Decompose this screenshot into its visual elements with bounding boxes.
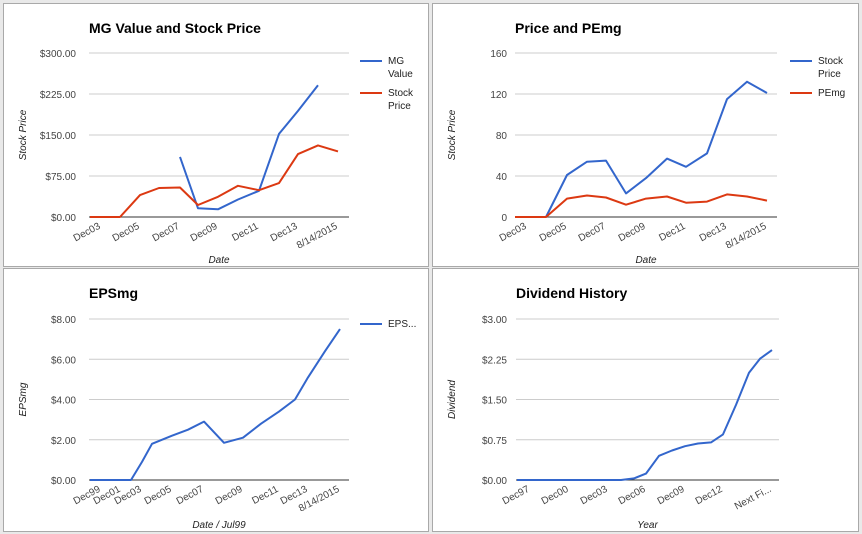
y-axis-label: Stock Price (18, 109, 29, 160)
chart-panel-price-pemg: Price and PEmg 0 40 80 120 160 Dec03 Dec05 Dec07… (432, 3, 859, 267)
x-tick-label: Dec11 (250, 484, 280, 507)
x-tick-label: Dec09 (189, 221, 220, 244)
y-tick-label: 80 (496, 131, 508, 142)
chart-title: EPSmg (89, 285, 138, 301)
chart-svg: Dividend History $0.00 $0.75 $1.50 $2.25 $3.0… (447, 285, 779, 531)
y-tick-label: $0.75 (482, 436, 507, 447)
y-tick-label: 120 (490, 90, 507, 101)
series-line (90, 144, 339, 218)
x-axis-label: Date (208, 255, 230, 266)
y-tick-label: $75.00 (45, 172, 76, 183)
y-tick-label: $0.00 (482, 476, 507, 487)
x-tick-label: Next Fi... (733, 484, 773, 512)
y-tick-label: $300.00 (40, 49, 77, 60)
x-tick-label: Dec03 (579, 484, 610, 507)
legend-label: Stock Price (388, 88, 414, 112)
chart-svg: EPSmg$0.00$2.00$4.00$6.00$8.00Dec99Dec01… (18, 285, 416, 531)
y-tick-label: 40 (496, 172, 508, 183)
chart-panel-epsmg: EPSmg $0.00 $2.00 $4.00 $6.00 $8.00 Dec99 Dec01… (3, 268, 429, 532)
y-tick-label: $4.00 (51, 396, 76, 407)
y-tick-label: 0 (501, 213, 507, 224)
x-tick-label: 8/14/2015 (295, 221, 340, 252)
y-tick-label: $1.50 (482, 396, 507, 407)
x-axis-label: Date (635, 255, 657, 266)
y-tick-label: 160 (490, 49, 507, 60)
y-axis-label: Dividend (447, 380, 458, 419)
x-tick-label: Dec97 (501, 484, 532, 507)
y-tick-label: $0.00 (51, 476, 76, 487)
x-tick-label: Dec11 (230, 221, 260, 244)
legend-label: MG Value (388, 56, 413, 80)
y-tick-label: $8.00 (51, 315, 76, 326)
x-tick-label: Dec00 (540, 484, 571, 507)
x-tick-label: Dec05 (111, 221, 142, 244)
x-tick-label: Dec05 (143, 484, 174, 507)
chart-title: Dividend History (516, 285, 627, 301)
legend-label: EPS... (388, 319, 416, 330)
series-line (179, 84, 319, 211)
x-tick-label: 8/14/2015 (724, 221, 769, 252)
y-tick-label: $0.00 (51, 213, 76, 224)
chart-title: Price and PEmg (515, 20, 622, 36)
x-tick-label: Dec06 (617, 484, 648, 507)
series-line (515, 193, 768, 218)
series-line (517, 349, 773, 481)
chart-svg: Price and PEmg 0 40 80 120 160 Dec03 Dec05 Dec07… (447, 20, 845, 266)
x-tick-label: Dec09 (617, 221, 648, 244)
y-tick-label: $150.00 (40, 131, 77, 142)
x-tick-label: Dec09 (656, 484, 687, 507)
x-tick-label: Dec03 (498, 221, 529, 244)
y-tick-label: $3.00 (482, 315, 507, 326)
y-tick-label: $225.00 (40, 90, 77, 101)
x-axis-label: Year (637, 520, 658, 531)
y-tick-label: $2.00 (51, 436, 76, 447)
legend-label: Stock Price (818, 56, 844, 80)
series-line (90, 328, 341, 481)
chart-panel-dividend-history: Dividend History $0.00 $0.75 $1.50 $2.25 $3.0… (432, 268, 859, 532)
x-axis-label: Date / Jul99 (192, 520, 246, 531)
x-tick-label: Dec12 (694, 484, 725, 507)
chart-title: MG Value and Stock Price (89, 20, 261, 36)
x-tick-label: Dec11 (657, 221, 687, 244)
y-axis-label: EPSmg (18, 382, 29, 416)
y-tick-label: $2.25 (482, 355, 507, 366)
series-line (515, 80, 768, 218)
x-tick-label: Dec09 (214, 484, 245, 507)
y-axis-label: Stock Price (447, 109, 458, 160)
x-tick-label: Dec03 (72, 221, 103, 244)
chart-panel-mg-value: MG Value and Stock Price $0.00 $75.00 $150.… (3, 3, 429, 267)
x-tick-label: Dec05 (538, 221, 569, 244)
legend-label: PEmg (818, 88, 845, 99)
x-tick-label: Dec07 (175, 484, 206, 507)
x-tick-label: Dec07 (151, 221, 182, 244)
chart-svg: MG Value and Stock Price $0.00 $75.00 $150.… (18, 20, 414, 266)
y-tick-label: $6.00 (51, 355, 76, 366)
x-tick-label: Dec07 (577, 221, 608, 244)
